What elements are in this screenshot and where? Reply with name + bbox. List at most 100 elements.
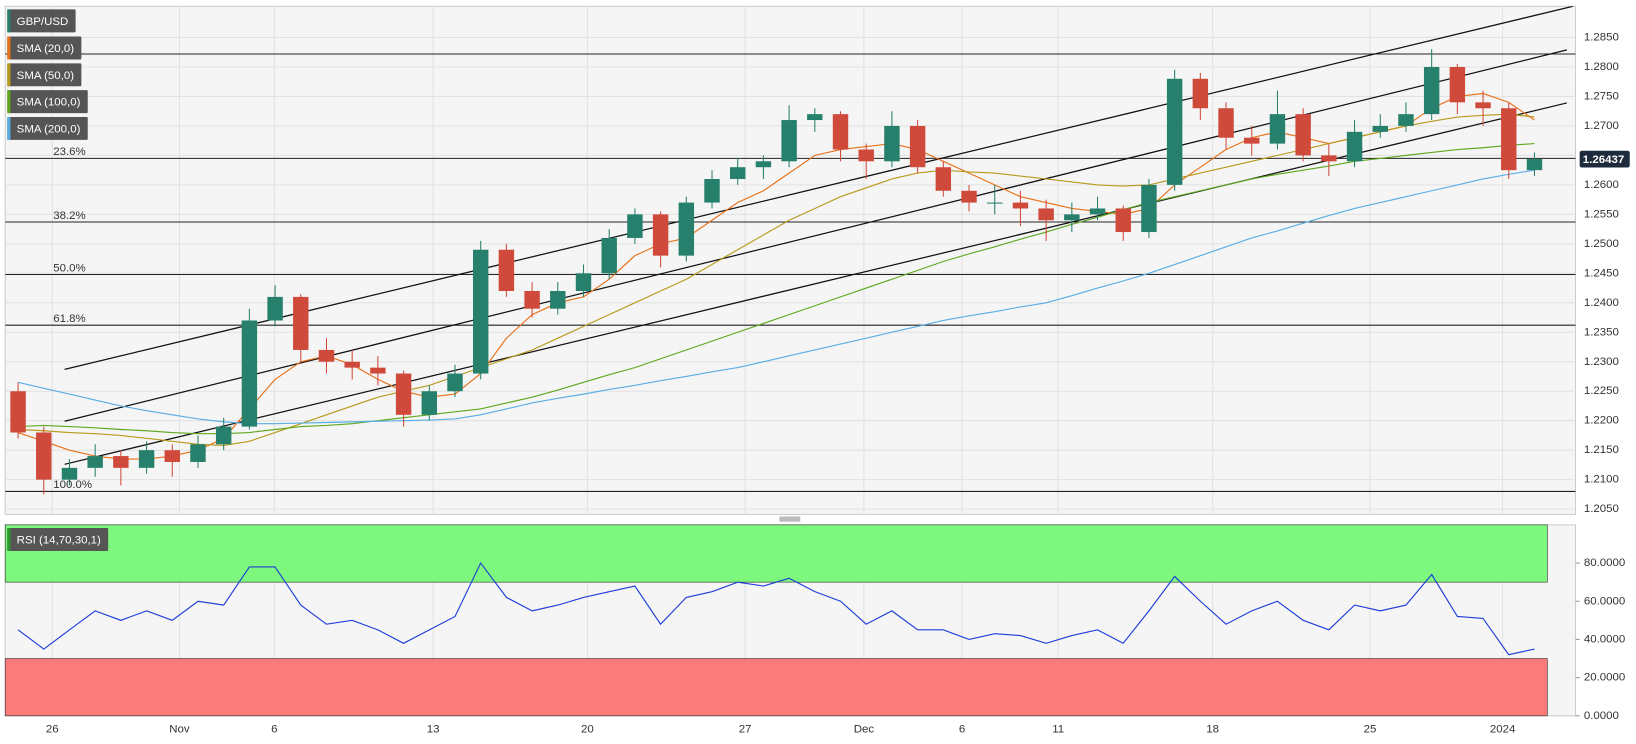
y-tick-label: 1.2150 [1584, 444, 1619, 456]
candle-body [267, 296, 283, 321]
candle-body [293, 296, 309, 350]
trendline [64, 6, 1574, 371]
candle-body [215, 426, 232, 445]
candle-body [318, 349, 335, 362]
y-tick-label: 1.2500 [1584, 238, 1619, 250]
candle-body [730, 167, 746, 179]
legend-swatch [7, 63, 11, 87]
y-tick-label: 0.0000 [1584, 710, 1619, 722]
candle-body [1269, 114, 1286, 144]
y-tick-label: 1.2400 [1584, 297, 1619, 309]
x-tick-label: 18 [1206, 723, 1219, 735]
candle-body [704, 178, 720, 203]
candle-body [241, 320, 258, 427]
candle-body [1526, 158, 1543, 171]
y-tick-label: 1.2550 [1584, 208, 1619, 220]
y-tick-label: 60.0000 [1584, 595, 1625, 607]
candle-body [1141, 184, 1157, 233]
candle-body [421, 391, 438, 415]
last-price-box [1579, 150, 1630, 168]
sma-line [18, 113, 1535, 447]
legend-swatch [7, 9, 11, 33]
candle-body [652, 214, 669, 256]
x-tick-label: 2024 [1490, 723, 1516, 735]
candle-body [935, 167, 952, 191]
x-tick-label: 27 [739, 723, 752, 735]
candle-body [575, 273, 592, 292]
candle-body [1501, 108, 1517, 171]
candle-body [1038, 208, 1054, 221]
legend: GBP/USD SMA (20,0) SMA (50,0) SMA (100,0) SM… [7, 9, 109, 551]
legend-swatch [7, 116, 11, 140]
price-layer [5, 6, 1576, 495]
candle-body [678, 202, 695, 256]
candle-body [1166, 78, 1183, 185]
y-tick-label: 1.2600 [1584, 179, 1619, 191]
sma-line [17, 169, 1535, 425]
legend-label: SMA (50,0) [17, 70, 75, 82]
candle-body [344, 361, 360, 368]
rsi-line [17, 561, 1535, 656]
x-tick-label: 26 [46, 723, 59, 735]
candle-body [164, 450, 180, 462]
grid [5, 6, 1576, 716]
candle-body [987, 202, 1003, 204]
legend-label: SMA (20,0) [17, 43, 75, 55]
candle-body [395, 373, 412, 415]
legend-label: SMA (100,0) [17, 97, 81, 109]
y-tick-label: 1.2100 [1584, 474, 1619, 486]
candle-body [1321, 155, 1337, 162]
candle-body [961, 190, 977, 203]
candle-body [1449, 66, 1466, 103]
candle-body [61, 467, 78, 480]
candle-body [472, 249, 489, 374]
y-tick-label: 1.2200 [1584, 415, 1619, 427]
trendline [64, 102, 1567, 465]
x-tick-label: 11 [1052, 723, 1064, 735]
y-tick-label: 1.2350 [1584, 326, 1619, 338]
y-tick-label: 1.2250 [1584, 385, 1619, 397]
rsi-layer [4, 524, 1548, 717]
legend-swatch [7, 528, 11, 551]
candle-body [1346, 131, 1363, 162]
x-tick-label: 6 [271, 723, 277, 735]
candle-body [87, 456, 103, 468]
candle-body [755, 161, 772, 168]
x-tick-label: 6 [959, 723, 965, 735]
candle-body [550, 291, 566, 309]
y-tick-label: 1.2800 [1584, 61, 1619, 73]
fib-label: 61.8% [53, 313, 86, 325]
x-tick-label: 13 [427, 723, 440, 735]
trendline [64, 49, 1567, 422]
y-tick-label: 1.2300 [1584, 356, 1619, 368]
candle-body [1295, 114, 1311, 156]
y-tick-label: 1.2450 [1584, 267, 1619, 279]
legend-swatch [7, 90, 11, 114]
x-tick-label: Nov [169, 723, 190, 735]
x-tick-label: 25 [1364, 723, 1377, 735]
y-tick-label: 1.2850 [1584, 32, 1619, 44]
sma-line [18, 143, 1535, 435]
candle-body [1012, 202, 1029, 209]
candle-body [138, 450, 155, 468]
legend-box [7, 528, 109, 551]
y-tick-label: 40.0000 [1584, 633, 1625, 645]
candle-body [1423, 66, 1440, 115]
fib-label: 23.6% [53, 146, 86, 158]
legend-box [7, 36, 82, 60]
fib-label: 50.0% [53, 262, 86, 274]
candle-body [807, 114, 823, 121]
y-tick-label: 1.2750 [1584, 90, 1619, 102]
last-price-label: 1.26437 [1583, 154, 1624, 166]
y-tick-label: 1.2050 [1584, 503, 1619, 515]
legend-box [7, 90, 88, 114]
legend-label: RSI (14,70,30,1) [17, 535, 101, 547]
candle-body [1064, 214, 1080, 221]
candle-body [1192, 78, 1209, 109]
price-panel [4, 5, 1577, 515]
candle-body [1475, 102, 1491, 109]
x-tick-label: 20 [581, 723, 594, 735]
candle-body [909, 125, 926, 168]
panel-divider[interactable] [779, 516, 801, 522]
